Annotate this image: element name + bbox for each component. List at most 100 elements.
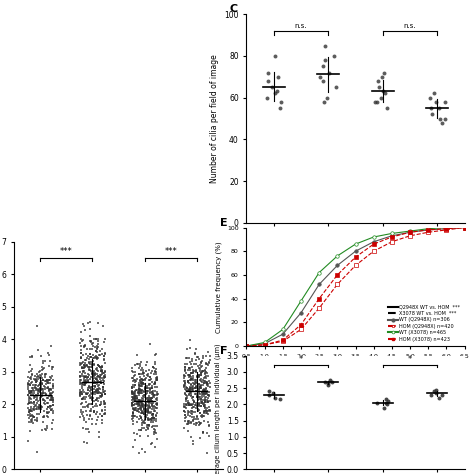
Point bbox=[136, 397, 144, 404]
Point bbox=[87, 351, 94, 358]
Point bbox=[131, 378, 139, 385]
Point bbox=[29, 391, 36, 399]
Point bbox=[99, 376, 107, 384]
Point bbox=[131, 387, 139, 395]
Point bbox=[94, 378, 101, 386]
Point bbox=[79, 370, 86, 377]
Point bbox=[77, 342, 84, 350]
Point bbox=[198, 396, 205, 403]
Point bbox=[40, 396, 47, 404]
Point bbox=[41, 385, 48, 393]
Point bbox=[181, 385, 189, 393]
Point bbox=[100, 410, 108, 417]
Point bbox=[197, 363, 205, 371]
Point bbox=[138, 407, 146, 415]
Point bbox=[148, 401, 155, 409]
Point bbox=[91, 369, 99, 377]
Point bbox=[80, 412, 87, 420]
Point bbox=[46, 390, 54, 397]
Point bbox=[181, 360, 189, 367]
Point bbox=[76, 390, 84, 397]
Point bbox=[82, 382, 89, 389]
Point bbox=[141, 408, 148, 416]
Point bbox=[78, 363, 85, 371]
Point bbox=[203, 409, 210, 417]
Point bbox=[137, 412, 144, 420]
Point bbox=[38, 370, 46, 378]
Point bbox=[27, 418, 35, 425]
Point bbox=[144, 384, 151, 392]
Point bbox=[33, 449, 40, 456]
Point bbox=[134, 401, 141, 408]
Point bbox=[25, 399, 33, 407]
Point bbox=[91, 402, 98, 410]
Point bbox=[204, 398, 212, 405]
Point bbox=[195, 384, 202, 392]
Point bbox=[197, 402, 204, 410]
Point bbox=[93, 380, 100, 387]
Point bbox=[33, 399, 41, 407]
Point bbox=[131, 412, 139, 419]
Point bbox=[185, 387, 192, 394]
Point bbox=[87, 390, 94, 397]
Point bbox=[144, 421, 152, 428]
Point bbox=[141, 392, 148, 399]
Point bbox=[39, 365, 46, 373]
Point bbox=[98, 367, 106, 375]
Point bbox=[45, 394, 52, 402]
Point bbox=[101, 349, 109, 357]
Point bbox=[40, 400, 47, 407]
Point bbox=[141, 377, 149, 384]
Point bbox=[143, 399, 151, 406]
Point bbox=[135, 390, 143, 397]
Point bbox=[203, 369, 210, 376]
Point bbox=[77, 400, 85, 408]
Point bbox=[272, 52, 279, 60]
Point bbox=[83, 402, 91, 410]
Point bbox=[184, 418, 191, 425]
Point bbox=[135, 399, 143, 406]
Point bbox=[33, 386, 40, 393]
Point bbox=[194, 393, 202, 401]
Point bbox=[39, 390, 47, 397]
Point bbox=[79, 424, 87, 432]
Point bbox=[137, 370, 145, 378]
Point bbox=[149, 392, 157, 400]
Point bbox=[200, 429, 207, 437]
Point bbox=[137, 433, 144, 440]
Point bbox=[197, 381, 205, 388]
Point bbox=[180, 424, 188, 432]
Point bbox=[186, 364, 193, 371]
Point bbox=[46, 404, 54, 412]
Point bbox=[89, 390, 96, 398]
Point bbox=[129, 411, 137, 419]
Point bbox=[153, 404, 160, 412]
Point bbox=[140, 403, 147, 410]
Point bbox=[144, 404, 152, 412]
Point bbox=[201, 388, 208, 395]
Point bbox=[86, 353, 93, 360]
Point bbox=[128, 389, 136, 396]
Point bbox=[190, 397, 198, 404]
Point bbox=[79, 394, 87, 402]
Point bbox=[192, 376, 200, 383]
WT (Q2948X) n=306 bbox=[262, 341, 267, 346]
Point bbox=[101, 387, 109, 394]
HOM (X3078) n=423 bbox=[444, 226, 449, 232]
Point bbox=[47, 407, 55, 414]
Point bbox=[83, 362, 91, 370]
Point bbox=[145, 399, 153, 407]
Point bbox=[137, 404, 145, 411]
Point bbox=[88, 363, 95, 371]
Point bbox=[194, 362, 201, 370]
Point bbox=[128, 383, 136, 391]
Point bbox=[184, 379, 192, 386]
Point bbox=[182, 411, 189, 419]
Point bbox=[88, 395, 96, 403]
Point bbox=[195, 405, 202, 413]
Point bbox=[98, 392, 106, 400]
Point bbox=[98, 390, 106, 398]
Point bbox=[101, 374, 109, 381]
Point bbox=[187, 390, 195, 397]
Point bbox=[141, 412, 149, 420]
